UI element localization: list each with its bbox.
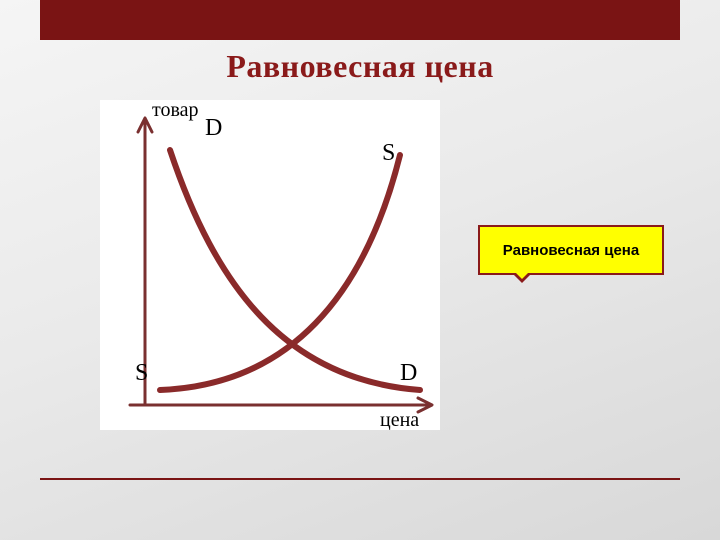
footer-rule [40,478,680,480]
supply-curve [160,155,400,390]
demand-curve [170,150,420,390]
header-band [40,0,680,40]
y-axis-label: товар [152,100,199,121]
label-d-bottom: D [400,360,417,387]
callout-text: Равновесная цена [503,242,639,259]
equilibrium-callout: Равновесная цена [478,225,664,275]
page-title: Равновесная цена [0,48,720,85]
callout-notch-fill [515,272,529,279]
x-axis-label: цена [380,409,419,430]
label-d-top: D [205,115,222,142]
label-s-bottom: S [135,360,148,387]
label-s-top: S [382,140,395,167]
